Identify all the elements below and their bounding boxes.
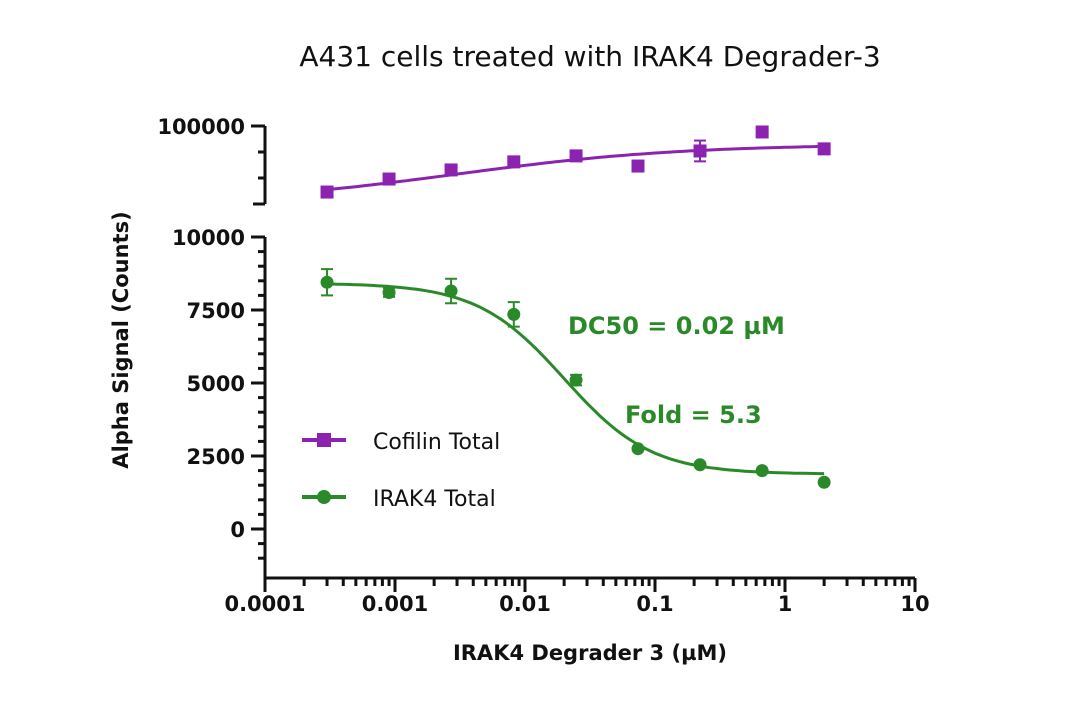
fold-annotation: Fold = 5.3 xyxy=(625,401,762,429)
x-tick-label: 0.01 xyxy=(499,592,551,616)
legend-circle-marker-icon xyxy=(317,490,331,504)
y-axis-label: Alpha Signal (Counts) xyxy=(109,211,133,468)
dc50-annotation: DC50 = 0.02 µM xyxy=(568,312,785,340)
data-point-cofilin xyxy=(507,155,521,169)
data-point-irak4 xyxy=(444,284,458,298)
data-point-irak4 xyxy=(507,307,521,321)
data-point-cofilin xyxy=(817,142,831,156)
y-tick-label: 7500 xyxy=(187,299,245,323)
legend-label-irak4: IRAK4 Total xyxy=(373,487,496,512)
data-point-cofilin xyxy=(320,185,334,199)
data-point-irak4 xyxy=(817,475,831,489)
fit-curve-1 xyxy=(326,282,825,476)
x-tick-label: 10 xyxy=(900,592,929,616)
legend-label-cofilin: Cofilin Total xyxy=(373,430,500,455)
data-point-irak4 xyxy=(631,442,645,456)
x-tick-label: 1 xyxy=(778,592,793,616)
x-axis-label: IRAK4 Degrader 3 (µM) xyxy=(453,641,727,665)
data-point-cofilin xyxy=(382,172,396,186)
y-tick-label: 5000 xyxy=(187,372,245,396)
y-tick-label: 0 xyxy=(230,518,245,542)
data-point-irak4 xyxy=(755,464,769,478)
y-tick-label: 100000 xyxy=(157,115,245,139)
y-tick-label: 2500 xyxy=(187,445,245,469)
data-point-irak4 xyxy=(693,458,707,472)
data-point-cofilin xyxy=(631,159,645,173)
data-point-irak4 xyxy=(569,373,583,387)
data-point-cofilin xyxy=(444,163,458,177)
data-point-cofilin xyxy=(569,149,583,163)
legend-square-marker-icon xyxy=(317,433,331,447)
chart-title: A431 cells treated with IRAK4 Degrader-3 xyxy=(299,40,880,73)
data-point-irak4 xyxy=(320,275,334,289)
legend: Cofilin Total IRAK4 Total xyxy=(302,430,500,512)
x-tick-label: 0.001 xyxy=(362,592,428,616)
data-point-cofilin xyxy=(755,125,769,139)
x-tick-label: 0.1 xyxy=(636,592,673,616)
y-tick-label: 10000 xyxy=(172,226,245,250)
x-tick-label: 0.0001 xyxy=(224,592,305,616)
data-point-irak4 xyxy=(382,285,396,299)
data-point-cofilin xyxy=(693,144,707,158)
